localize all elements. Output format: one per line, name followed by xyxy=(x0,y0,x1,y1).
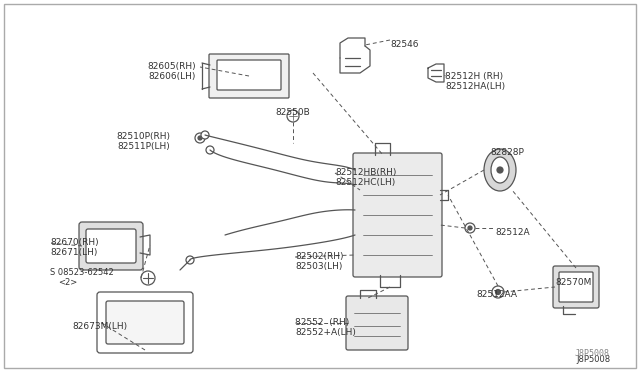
Text: J8P5008: J8P5008 xyxy=(576,355,610,364)
FancyBboxPatch shape xyxy=(553,266,599,308)
Text: 82546: 82546 xyxy=(390,40,419,49)
Circle shape xyxy=(195,133,205,143)
Circle shape xyxy=(198,136,202,140)
Text: 82511P(LH): 82511P(LH) xyxy=(117,142,170,151)
Text: 82606(LH): 82606(LH) xyxy=(148,72,196,81)
Circle shape xyxy=(141,271,155,285)
Text: 82512AA: 82512AA xyxy=(476,290,517,299)
Circle shape xyxy=(201,131,209,139)
FancyBboxPatch shape xyxy=(353,153,442,277)
Circle shape xyxy=(287,110,299,122)
Text: 82512HC(LH): 82512HC(LH) xyxy=(335,178,396,187)
FancyBboxPatch shape xyxy=(346,296,408,350)
Text: J8P5008: J8P5008 xyxy=(575,349,610,358)
Circle shape xyxy=(465,223,475,233)
Text: 82503(LH): 82503(LH) xyxy=(295,262,342,271)
FancyBboxPatch shape xyxy=(106,301,184,344)
Text: 82550B: 82550B xyxy=(275,108,310,117)
Text: 82512HA(LH): 82512HA(LH) xyxy=(445,82,505,91)
Text: 82510P(RH): 82510P(RH) xyxy=(116,132,170,141)
Circle shape xyxy=(468,226,472,230)
Text: 82605(RH): 82605(RH) xyxy=(147,62,196,71)
Text: S 08523-62542: S 08523-62542 xyxy=(50,268,114,277)
Text: 82673M(LH): 82673M(LH) xyxy=(72,322,127,331)
Circle shape xyxy=(495,289,500,295)
Circle shape xyxy=(206,146,214,154)
Text: 82552+A(LH): 82552+A(LH) xyxy=(295,328,356,337)
Circle shape xyxy=(497,167,503,173)
Text: 82570M: 82570M xyxy=(555,278,591,287)
Text: 82512HB(RH): 82512HB(RH) xyxy=(335,168,396,177)
FancyBboxPatch shape xyxy=(217,60,281,90)
FancyBboxPatch shape xyxy=(97,292,193,353)
Text: 82671(LH): 82671(LH) xyxy=(50,248,97,257)
Ellipse shape xyxy=(484,149,516,191)
FancyBboxPatch shape xyxy=(79,222,143,270)
Circle shape xyxy=(186,256,194,264)
Text: 82512A: 82512A xyxy=(495,228,530,237)
Text: 82502(RH): 82502(RH) xyxy=(295,252,344,261)
Text: 82670(RH): 82670(RH) xyxy=(50,238,99,247)
Ellipse shape xyxy=(491,157,509,183)
Text: 82552  (RH): 82552 (RH) xyxy=(295,318,349,327)
Circle shape xyxy=(492,286,504,298)
FancyBboxPatch shape xyxy=(209,54,289,98)
FancyBboxPatch shape xyxy=(86,229,136,263)
Text: 82828P: 82828P xyxy=(490,148,524,157)
FancyBboxPatch shape xyxy=(559,272,593,302)
Text: 82512H (RH): 82512H (RH) xyxy=(445,72,503,81)
Text: <2>: <2> xyxy=(58,278,77,287)
